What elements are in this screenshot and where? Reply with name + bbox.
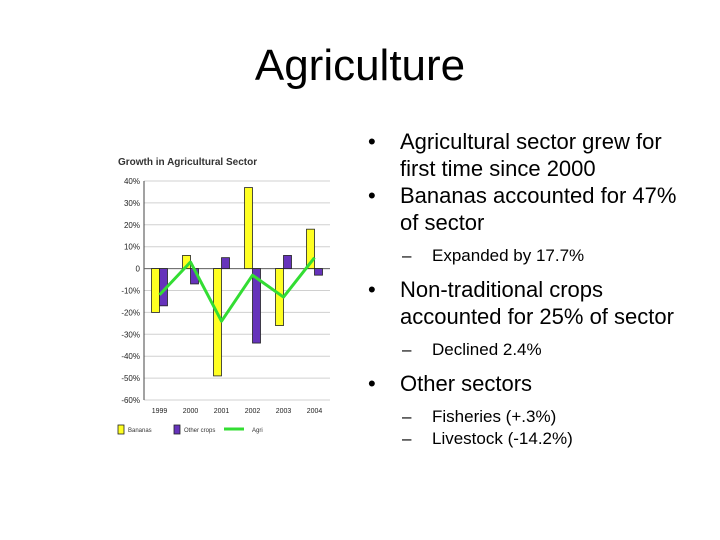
legend-label: Bananas: [128, 428, 152, 434]
y-tick-label: 10%: [124, 243, 140, 252]
chart-svg: Growth in Agricultural Sector 40% 30% 20% 10…: [117, 157, 330, 435]
bullet-item: • Other sectors: [368, 370, 698, 397]
bar-other-crops: [283, 255, 292, 269]
growth-chart: Growth in Agricultural Sector 40% 30% 20% 10…: [112, 150, 338, 442]
bullet-glyph: •: [368, 129, 376, 154]
x-tick-label: 1999: [152, 408, 168, 415]
legend-swatch: [173, 424, 181, 435]
chart-title: Growth in Agricultural Sector: [118, 157, 257, 168]
sub-bullet-item: – Fisheries (+.3%): [368, 406, 698, 428]
sub-bullet-glyph: –: [402, 429, 412, 448]
sub-bullet-item: – Declined 2.4%: [368, 339, 698, 361]
y-tick-label: -10%: [121, 287, 140, 296]
series-line-agri: [158, 256, 316, 323]
legend-label: Other crops: [184, 428, 215, 434]
x-tick-label: 2001: [214, 408, 230, 415]
x-tick-label: 2002: [245, 408, 261, 415]
y-tick-label: 0: [136, 265, 141, 274]
x-tick-label: 2004: [307, 408, 323, 415]
legend-label: Agri: [252, 428, 263, 434]
bullet-item: • Non-traditional crops accounted for 25…: [368, 276, 698, 330]
bar-other-crops: [252, 268, 261, 344]
bullet-item: • Agricultural sector grew for first tim…: [368, 128, 698, 182]
sub-bullet-glyph: –: [402, 246, 412, 265]
sub-bullet-text: Declined 2.4%: [432, 340, 542, 359]
y-tick-label: -40%: [121, 352, 140, 361]
sub-bullet-item: – Livestock (-14.2%): [368, 428, 698, 450]
bullet-glyph: •: [368, 277, 376, 302]
bar-bananas: [306, 228, 315, 269]
sub-bullet-text: Fisheries (+.3%): [432, 407, 557, 426]
x-tick-label: 2003: [276, 408, 292, 415]
bullet-text: Other sectors: [400, 371, 533, 396]
legend-swatch: [117, 424, 125, 435]
x-tick-label: 2000: [183, 408, 199, 415]
y-tick-label: -60%: [121, 396, 140, 405]
bullet-glyph: •: [368, 183, 376, 208]
bullet-item: • Bananas accounted for 47% of sector: [368, 182, 698, 236]
slide-title: Agriculture: [254, 41, 466, 90]
y-tick-label: 30%: [124, 199, 140, 208]
bullet-text: Agricultural sector grew for first time …: [400, 129, 662, 181]
y-tick-label: 20%: [124, 221, 140, 230]
y-tick-label: -30%: [121, 330, 140, 339]
sub-bullet-glyph: –: [402, 407, 412, 426]
bar-other-crops: [221, 257, 230, 270]
y-tick-label: 40%: [124, 177, 140, 186]
sub-bullet-item: – Expanded by 17.7%: [368, 245, 698, 267]
sub-bullet-text: Expanded by 17.7%: [432, 246, 585, 265]
y-tick-label: -20%: [121, 308, 140, 317]
bullet-glyph: •: [368, 371, 376, 396]
bar-bananas: [244, 187, 253, 269]
bar-bananas: [213, 268, 222, 377]
bullet-text: Bananas accounted for 47% of sector: [400, 183, 677, 235]
sub-bullet-glyph: –: [402, 340, 412, 359]
sub-bullet-text: Livestock (-14.2%): [432, 429, 573, 448]
bar-other-crops: [314, 268, 323, 276]
bar-bananas: [151, 268, 160, 313]
y-tick-label: -50%: [121, 374, 140, 383]
bullet-text: Non-traditional crops accounted for 25% …: [400, 277, 674, 329]
bullet-list: • Agricultural sector grew for first tim…: [368, 128, 698, 459]
